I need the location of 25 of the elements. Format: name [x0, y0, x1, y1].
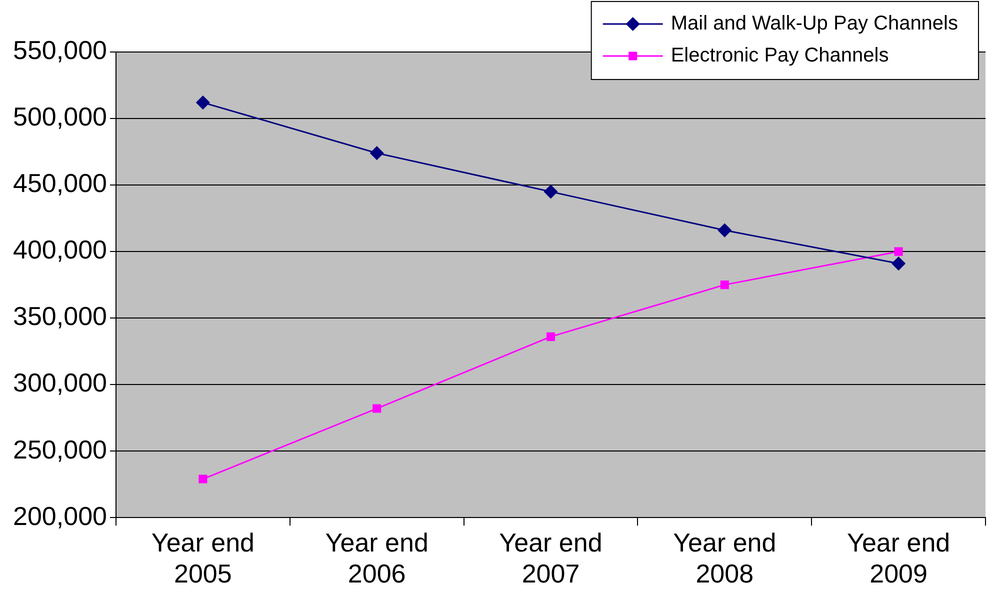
x-tick-label: Year end 2008	[673, 527, 776, 589]
point	[372, 404, 382, 413]
point	[370, 146, 384, 160]
point	[546, 332, 556, 341]
y-tick-label: 250,000	[13, 434, 107, 464]
y-tick-label: 300,000	[13, 368, 107, 398]
legend-label: Mail and Walk-Up Pay Channels	[670, 12, 958, 35]
x-tick-label: Year end 2006	[325, 527, 428, 589]
y-tick-label: 550,000	[13, 35, 107, 66]
point	[718, 224, 732, 238]
point	[894, 247, 903, 256]
x-tick-label: Year end 2007	[499, 527, 602, 589]
legend-label: Electronic Pay Channels	[670, 44, 889, 67]
y-tick-label: 450,000	[13, 168, 107, 198]
y-tick-label: 400,000	[13, 234, 107, 265]
point	[196, 96, 210, 110]
y-tick-label: 200,000	[13, 500, 107, 531]
point	[892, 256, 906, 270]
point	[544, 184, 558, 198]
x-tick-label: Year end 2009	[846, 527, 950, 589]
y-tick-label: 500,000	[13, 102, 107, 132]
point	[720, 280, 729, 290]
point	[198, 474, 208, 484]
x-tick-label: Year end 2005	[151, 527, 255, 589]
y-tick-label: 350,000	[13, 301, 107, 332]
